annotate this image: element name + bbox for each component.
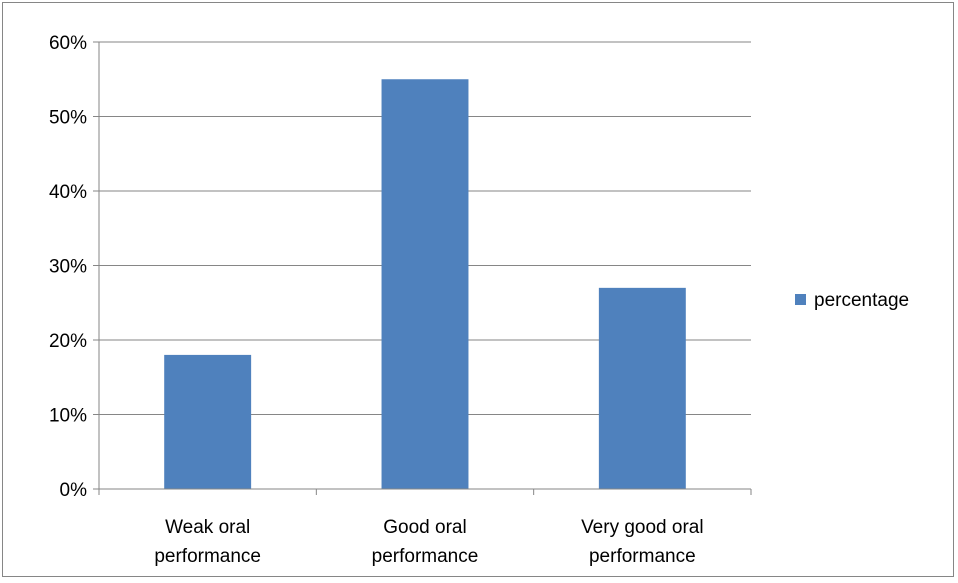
bar (381, 79, 469, 489)
x-category-label: Very good oral (581, 517, 704, 538)
y-tick-labels: 0% 10% 20% 30% 40% 50% 60% (49, 33, 87, 501)
y-tick-label: 40% (49, 182, 87, 203)
x-category-labels: Weak oral performance Good oral performance… (154, 517, 703, 567)
bar (164, 354, 252, 489)
y-tick-label: 60% (49, 33, 87, 54)
y-tick-label: 20% (49, 331, 87, 352)
x-category-label: Good oral (383, 517, 466, 538)
legend: percentage (795, 290, 909, 311)
x-category-label: performance (589, 546, 696, 567)
y-tick-label: 0% (60, 480, 88, 501)
y-tick-label: 30% (49, 257, 87, 278)
bar-chart: 0% 10% 20% 30% 40% 50% 60% Weak oral performanc… (49, 33, 909, 567)
axes (93, 41, 752, 495)
bars (164, 79, 686, 489)
y-tick-label: 50% (49, 108, 87, 129)
x-category-label: Weak oral (165, 517, 250, 538)
legend-swatch-percentage (795, 294, 806, 305)
x-category-label: performance (372, 546, 479, 567)
x-category-label: performance (154, 546, 261, 567)
legend-label-percentage: percentage (814, 290, 909, 311)
bar (598, 287, 686, 489)
y-tick-label: 10% (49, 406, 87, 427)
